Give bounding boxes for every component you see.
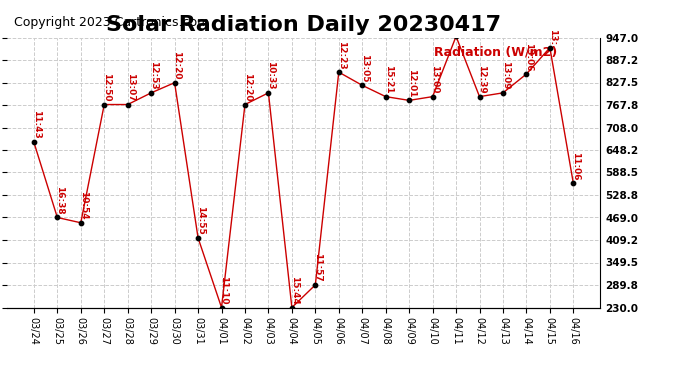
Text: 15:44: 15:44: [290, 276, 299, 304]
Point: [216, 304, 227, 310]
Text: 11:10: 11:10: [219, 276, 228, 304]
Point: [451, 33, 462, 39]
Text: 15:21: 15:21: [384, 65, 393, 94]
Point: [380, 94, 391, 100]
Text: 16:38: 16:38: [55, 186, 64, 214]
Point: [357, 82, 368, 88]
Point: [497, 90, 509, 96]
Text: 12:20: 12:20: [243, 73, 252, 102]
Point: [122, 102, 133, 108]
Point: [521, 71, 532, 77]
Text: Radiation (W/m2): Radiation (W/m2): [434, 46, 558, 58]
Text: 10:33: 10:33: [266, 62, 275, 90]
Point: [169, 80, 180, 86]
Point: [263, 90, 274, 96]
Text: 13:: 13:: [548, 28, 557, 45]
Text: 13:05: 13:05: [360, 54, 369, 82]
Title: Solar Radiation Daily 20230417: Solar Radiation Daily 20230417: [106, 15, 501, 34]
Text: 14:55: 14:55: [196, 206, 205, 235]
Point: [568, 180, 579, 186]
Text: 11:57: 11:57: [313, 253, 322, 282]
Text: 12:50: 12:50: [102, 73, 111, 102]
Point: [52, 214, 63, 220]
Point: [75, 220, 86, 226]
Point: [404, 98, 415, 104]
Point: [193, 235, 204, 241]
Point: [99, 102, 110, 108]
Text: Copyright 2023 Cartronics.com: Copyright 2023 Cartronics.com: [14, 16, 209, 29]
Text: 13:09: 13:09: [501, 61, 510, 90]
Text: 13:00: 13:00: [431, 65, 440, 94]
Point: [474, 94, 485, 100]
Text: 11:43: 11:43: [32, 110, 41, 139]
Text: 15:34: 15:34: [0, 374, 1, 375]
Text: 12:53: 12:53: [149, 61, 158, 90]
Text: 12:20: 12:20: [172, 51, 181, 80]
Point: [239, 102, 250, 108]
Text: 12:01: 12:01: [407, 69, 416, 98]
Text: 13:06: 13:06: [524, 42, 533, 71]
Point: [286, 304, 297, 310]
Text: 12:23: 12:23: [337, 40, 346, 69]
Point: [146, 90, 157, 96]
Text: 12:39: 12:39: [477, 65, 486, 94]
Text: 13:07: 13:07: [126, 73, 135, 102]
Point: [544, 45, 555, 51]
Point: [28, 139, 39, 145]
Text: 10:54: 10:54: [79, 191, 88, 220]
Text: 11:06: 11:06: [571, 152, 580, 180]
Point: [333, 69, 344, 75]
Point: [310, 282, 321, 288]
Point: [427, 94, 438, 100]
